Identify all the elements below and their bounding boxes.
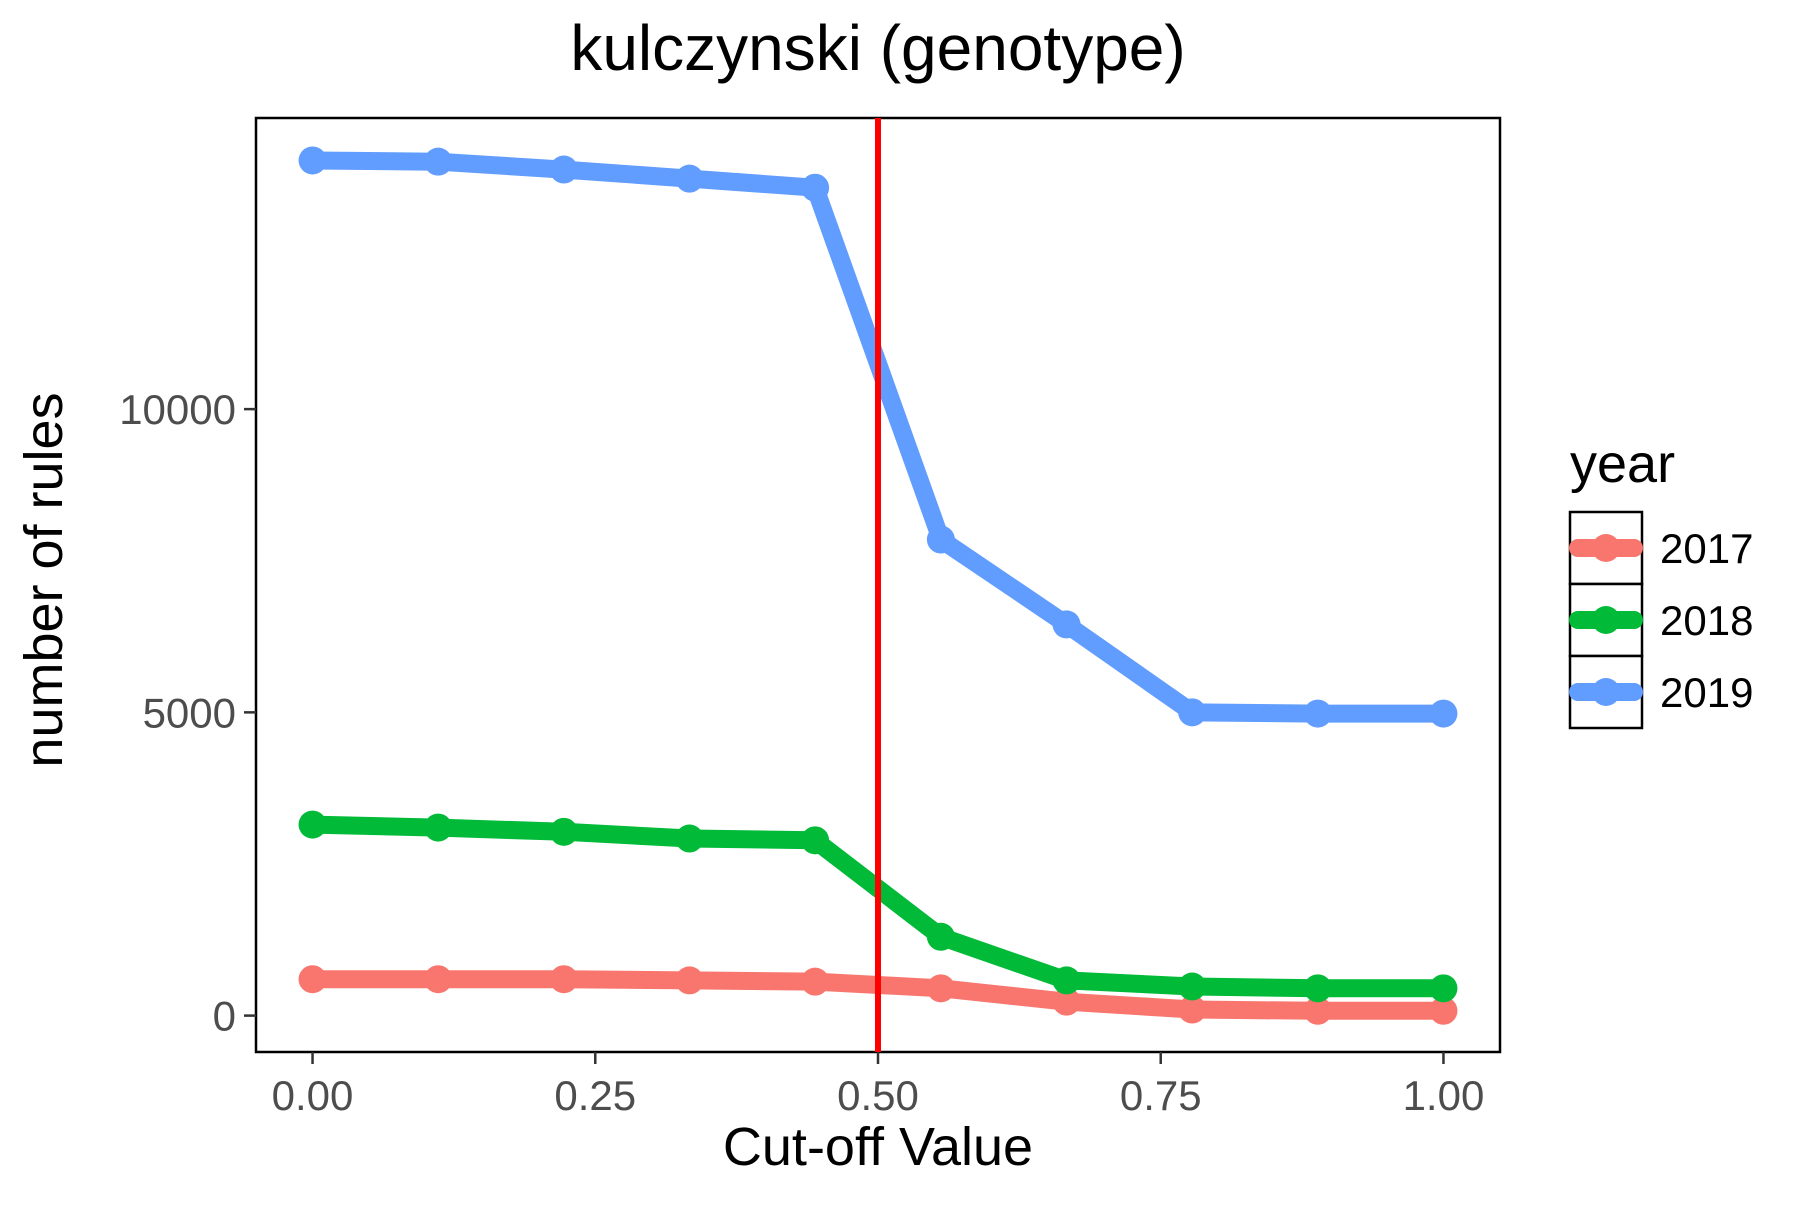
y-axis-title: number of rules [14,392,74,767]
data-point-2018 [926,922,955,951]
data-point-2017 [801,967,830,996]
data-point-2019 [1303,699,1332,728]
data-point-2017 [1429,996,1458,1025]
y-tick-label: 10000 [119,386,236,433]
legend-label-2017: 2017 [1660,525,1753,572]
data-point-2019 [1052,610,1081,639]
legend-label-2019: 2019 [1660,669,1753,716]
y-tick-label: 5000 [143,689,236,736]
data-point-2019 [1178,698,1207,727]
legend-key-point-2017 [1592,534,1620,562]
data-point-2019 [926,525,955,554]
data-point-2018 [1178,972,1207,1001]
data-point-2019 [298,146,327,175]
data-point-2019 [801,173,830,202]
x-tick-label: 0.00 [272,1072,354,1119]
axes-layer: 0 5000 10000 0.00 0.25 0.50 0.75 1.00 [119,386,1484,1119]
data-point-2017 [1303,996,1332,1025]
data-point-2018 [1429,974,1458,1003]
data-point-2017 [298,965,327,994]
data-point-2017 [926,974,955,1003]
x-tick-label: 0.25 [554,1072,636,1119]
x-tick-label: 0.75 [1120,1072,1202,1119]
data-point-2018 [1052,966,1081,995]
data-point-2019 [549,155,578,184]
data-point-2018 [424,813,453,842]
data-point-2019 [424,147,453,176]
legend: year 2017 2018 2019 [1568,434,1753,730]
y-tick-label: 0 [213,993,236,1040]
legend-key-point-2019 [1592,678,1620,706]
data-point-2017 [424,965,453,994]
data-point-2017 [1052,987,1081,1016]
data-point-2019 [675,164,704,193]
x-tick-label: 1.00 [1403,1072,1485,1119]
data-point-2018 [675,824,704,853]
legend-title: year [1570,434,1675,494]
data-point-2017 [1178,995,1207,1024]
chart-title: kulczynski (genotype) [570,12,1185,84]
data-point-2018 [298,810,327,839]
data-point-2018 [549,817,578,846]
data-point-2018 [1303,974,1332,1003]
x-tick-label: 0.50 [837,1072,919,1119]
data-point-2019 [1429,699,1458,728]
legend-key-point-2018 [1592,606,1620,634]
legend-label-2018: 2018 [1660,597,1753,644]
data-point-2018 [801,826,830,855]
x-axis-title: Cut-off Value [723,1117,1033,1177]
data-point-2017 [549,965,578,994]
data-point-2017 [675,966,704,995]
